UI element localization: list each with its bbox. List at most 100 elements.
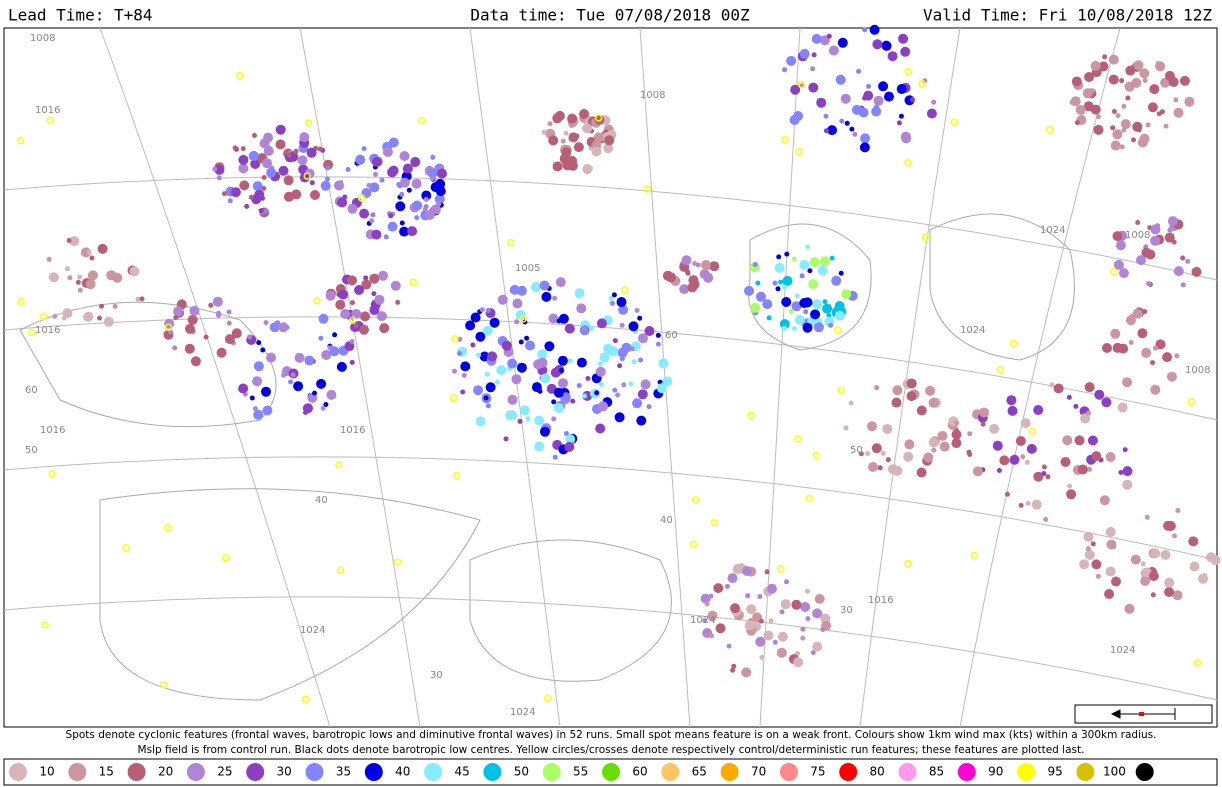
feature-spot [1093,124,1104,135]
feature-spot [1115,113,1121,119]
feature-spot [399,177,410,188]
control-feature [795,147,803,156]
control-feature [41,621,49,629]
feature-spot [732,564,743,574]
feature-spot [222,191,227,197]
feature-spot [336,292,342,297]
feature-spot [336,361,347,372]
control-feature [122,544,130,552]
feature-spot [799,48,810,59]
feature-spot [1060,457,1071,467]
feature-spot [713,583,724,594]
legend-label: 20 [158,765,173,779]
feature-spot [878,81,889,92]
feature-spot [1164,577,1175,588]
feature-spot [1173,266,1184,277]
feature-spot [1043,516,1049,522]
legend-swatch [1135,763,1154,781]
feature-spot [563,431,569,436]
feature-spot [621,382,627,388]
feature-spot [320,405,326,411]
feature-spot [139,296,145,302]
feature-spot [1041,464,1047,470]
feature-spot [827,125,837,136]
feature-spot [903,451,914,462]
feature-spot [247,334,253,340]
feature-spot [859,142,870,153]
feature-spot [1025,500,1031,506]
feature-spot [882,424,893,434]
feature-spot [1105,526,1116,537]
isobar-label: 1008 [640,90,665,101]
control-feature [904,559,912,568]
feature-spot [249,395,255,401]
feature-spot [666,272,676,283]
feature-spot [805,244,811,250]
scale-mark [1139,712,1144,716]
feature-spot [612,387,618,393]
control-feature [417,116,426,125]
control-feature [689,540,698,548]
feature-spot [1185,258,1191,264]
feature-spot [767,583,777,594]
feature-spot [1124,603,1135,614]
control-feature [781,136,789,144]
feature-spot [904,439,915,450]
feature-spot [1110,140,1121,151]
feature-spot [388,213,394,219]
feature-spot [724,583,730,589]
feature-spot [423,196,429,202]
feature-spot [811,52,817,58]
feature-spot [1087,466,1092,472]
feature-spot [77,287,83,293]
feature-spot [238,154,249,165]
feature-spot [1094,389,1105,400]
feature-spot [1102,54,1108,60]
feature-spot [351,309,362,319]
feature-spot [479,307,485,313]
feature-spot [511,374,522,385]
feature-spot [258,208,264,214]
feature-spot [1033,471,1044,482]
feature-spot [1113,259,1124,270]
feature-spot [399,220,405,226]
feature-spot [1184,96,1195,107]
feature-spot [402,163,413,174]
feature-spot [252,133,257,138]
feature-spot [460,361,471,372]
feature-spot [928,397,939,408]
feature-spot [1188,536,1199,547]
latitude-label: 60 [665,330,678,341]
isobar-label: 1024 [300,625,325,636]
control-feature [834,326,842,334]
isobar-label: 1024 [1110,645,1135,656]
feature-spot [395,299,401,305]
latitude-label: 50 [25,445,38,456]
feature-spot [595,366,606,377]
control-feature [304,119,313,127]
feature-spot [681,255,692,266]
feature-spot [552,454,558,460]
feature-spot [46,256,52,262]
feature-spot [537,357,548,368]
feature-spot [616,297,627,307]
feature-spot [741,566,752,576]
feature-spot [203,334,209,340]
feature-spot [776,647,787,658]
feature-spot [1144,514,1150,520]
control-feature [301,695,310,703]
control-feature [543,694,552,703]
feature-spot [254,189,265,200]
feature-spot [778,279,784,285]
feature-spot [779,319,790,329]
feature-spot [812,641,823,652]
feature-spot [422,206,428,212]
feature-spot [371,157,382,167]
feature-spot [1150,360,1156,366]
feature-spot [1112,129,1123,140]
feature-spot [349,359,355,365]
feature-spot [338,289,349,300]
feature-spot [871,106,882,117]
feature-spot [556,318,562,324]
feature-spot [327,345,333,351]
